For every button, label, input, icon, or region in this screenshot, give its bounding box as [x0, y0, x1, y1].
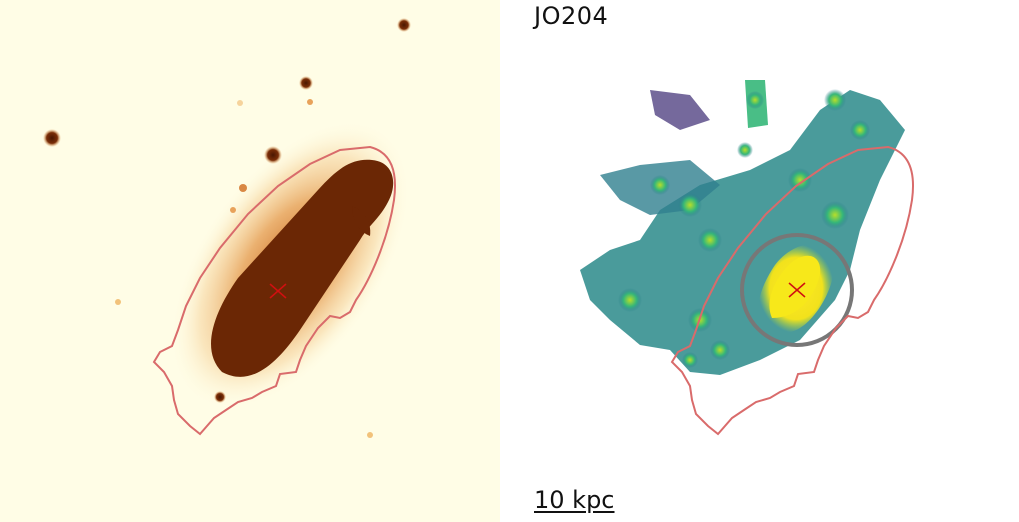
star — [367, 432, 373, 438]
galaxy-core — [211, 159, 394, 377]
emission-clump — [821, 201, 849, 229]
emission-clump — [710, 340, 730, 360]
emission-region — [580, 90, 905, 375]
emission-peak-core — [769, 255, 821, 318]
aperture-ring — [740, 233, 854, 347]
emission-clump — [824, 89, 846, 111]
scale-bar-label: 10 kpc — [534, 486, 615, 514]
center-marker — [788, 282, 806, 298]
optical-image-panel — [0, 0, 500, 522]
emission-clump — [737, 142, 753, 158]
center-marker — [269, 283, 287, 299]
emission-clump — [678, 193, 702, 217]
emission-clump — [682, 352, 698, 368]
star — [237, 100, 243, 106]
emission-clump — [618, 288, 642, 312]
emission-clump — [650, 175, 670, 195]
emission-map — [580, 80, 914, 436]
star — [115, 299, 121, 305]
emission-clump — [850, 120, 870, 140]
emission-clump — [788, 168, 812, 192]
contour-outline — [670, 145, 914, 436]
star — [307, 99, 313, 105]
star — [299, 76, 313, 90]
emission-clump — [746, 91, 764, 109]
galaxy-name: JO204 — [534, 2, 609, 30]
contour-outline — [152, 145, 396, 436]
emission-region — [650, 90, 710, 130]
star — [214, 391, 226, 403]
star — [43, 129, 61, 147]
emission-map-panel — [520, 0, 1019, 522]
star — [239, 184, 247, 192]
star — [264, 146, 282, 164]
optical-image — [0, 0, 500, 522]
emission-clump — [698, 228, 722, 252]
star — [397, 18, 411, 32]
star — [230, 207, 236, 213]
galaxy-core-tail — [352, 206, 371, 236]
